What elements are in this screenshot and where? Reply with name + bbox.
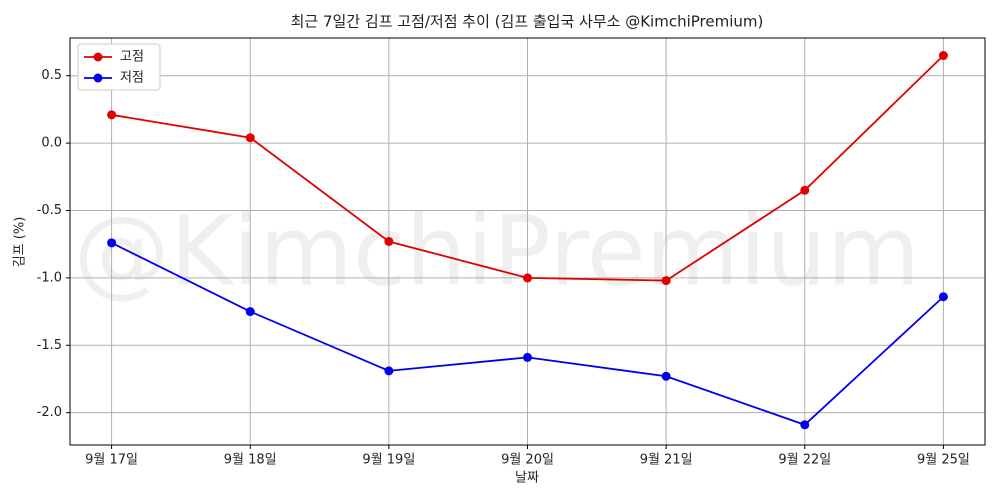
x-tick-label: 9월 20일 [501,453,554,468]
watermark: @KimchiPremium [74,195,921,307]
y-tick-label: -2.0 [37,405,62,420]
legend-marker [93,73,103,83]
point [523,352,532,362]
point [800,185,810,195]
legend-label: 고점 [120,50,144,65]
legend-label: 저점 [120,71,144,86]
y-tick-label: 0.0 [41,136,62,151]
point [245,133,255,143]
point [107,110,117,120]
point [384,366,394,376]
point [800,420,810,430]
x-tick-label: 9월 17일 [85,453,138,468]
y-tick-label: -0.5 [37,203,62,218]
point [384,237,394,246]
x-tick-label: 9월 19일 [362,453,415,468]
point [107,238,117,248]
point [938,51,948,61]
y-axis-label: 김프 (%) [13,217,28,268]
x-tick-label: 9월 21일 [640,453,693,468]
y-tick-label: 0.5 [41,68,62,83]
x-tick-label: 9월 18일 [224,453,277,468]
chart-title: 최근 7일간 김프 고점/저점 추이 (김프 출입국 사무소 @KimchiPr… [291,13,764,31]
point [661,276,671,286]
point [245,307,255,317]
point [523,273,532,283]
point [661,371,671,381]
x-tick-label: 9월 22일 [778,453,831,468]
legend-marker [93,52,103,62]
plot-frame [69,37,986,446]
x-tick-label: 9월 25일 [917,453,970,468]
legend-box [77,43,161,91]
x-axis-label: 날짜 [515,471,539,486]
point [938,292,948,302]
y-tick-label: -1.0 [37,270,62,285]
y-tick-label: -1.5 [37,338,62,353]
